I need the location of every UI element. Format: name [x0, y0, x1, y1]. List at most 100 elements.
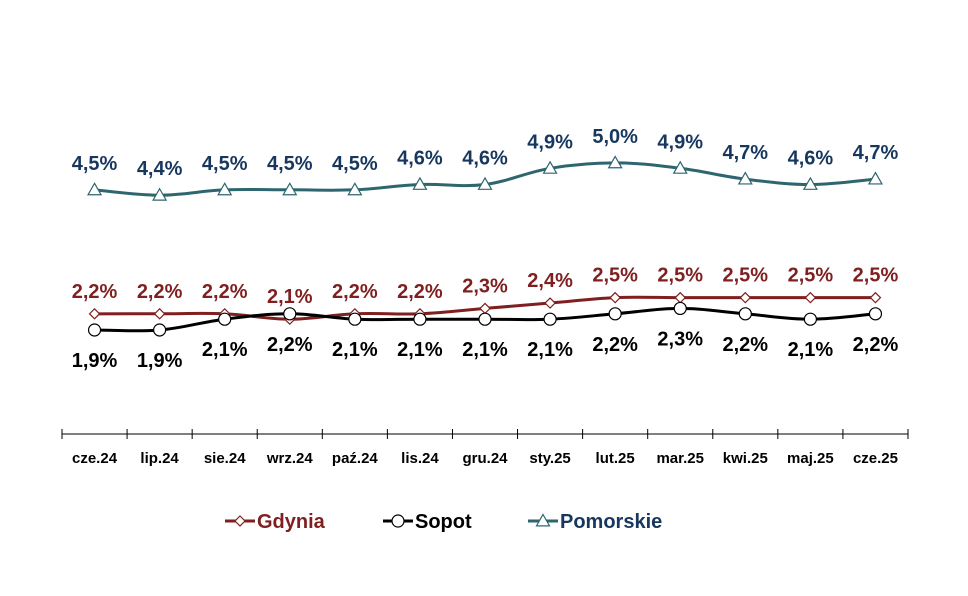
x-tick-label: sty.25	[529, 450, 570, 467]
data-point-gdynia	[869, 291, 882, 304]
x-tick-label: sie.24	[204, 450, 246, 467]
data-point-sopot	[543, 312, 557, 326]
data-point-pomorskie	[802, 176, 818, 190]
data-label-sopot: 1,9%	[137, 350, 183, 372]
x-tick-label: lis.24	[401, 450, 439, 467]
data-label-sopot: 2,2%	[592, 334, 638, 356]
data-label-sopot: 2,1%	[788, 339, 834, 361]
legend-label-sopot: Sopot	[415, 511, 472, 533]
x-tick-label: cze.25	[853, 450, 898, 467]
data-point-gdynia	[479, 302, 491, 315]
data-label-pomorskie: 4,6%	[397, 147, 443, 169]
series-pomorskie	[87, 155, 883, 201]
x-tick-label: wrz.24	[266, 450, 314, 467]
data-point-sopot	[348, 312, 362, 326]
data-label-pomorskie: 4,9%	[527, 131, 573, 153]
data-label-sopot: 2,1%	[397, 339, 443, 361]
data-label-sopot: 2,1%	[527, 339, 573, 361]
series-layer	[87, 155, 883, 337]
data-point-pomorskie	[477, 176, 493, 190]
legend: Gdynia Sopot Pomorskie	[225, 511, 662, 533]
data-point-pomorskie	[737, 171, 753, 185]
data-label-pomorskie: 4,5%	[72, 153, 118, 175]
legend-item-sopot: Sopot	[383, 511, 472, 533]
data-label-pomorskie: 4,5%	[332, 153, 378, 175]
data-label-gdynia: 2,5%	[853, 265, 899, 287]
data-label-gdynia: 2,5%	[592, 265, 638, 287]
data-label-gdynia: 2,2%	[72, 281, 118, 303]
data-label-pomorskie: 4,6%	[462, 147, 508, 169]
data-label-gdynia: 2,1%	[267, 286, 313, 308]
data-point-pomorskie	[152, 187, 168, 201]
x-tick-label: gru.24	[462, 450, 508, 467]
data-label-pomorskie: 4,4%	[137, 158, 183, 180]
data-point-gdynia	[804, 291, 817, 304]
data-label-sopot: 2,2%	[267, 334, 313, 356]
data-point-pomorskie	[217, 182, 233, 196]
data-point-sopot	[283, 307, 297, 321]
data-labels: 2,2% 2,2% 2,2% 2,1% 2,2% 2,2% 2,3% 2,4% 2,5% 2,5%…	[72, 126, 899, 372]
data-label-sopot: 2,1%	[202, 339, 248, 361]
data-point-sopot	[413, 312, 427, 326]
data-point-sopot	[87, 323, 102, 337]
data-label-pomorskie: 4,9%	[657, 131, 703, 153]
data-point-sopot	[608, 307, 622, 321]
data-label-gdynia: 2,2%	[137, 281, 183, 303]
x-tick-label: cze.24	[72, 450, 118, 467]
data-label-pomorskie: 5,0%	[592, 126, 638, 148]
data-point-sopot	[153, 323, 167, 337]
x-axis: cze.24 lip.24 sie.24 wrz.24 paź.24 lis.24 gru.…	[61, 429, 909, 467]
x-tick-label: lut.25	[596, 450, 635, 467]
data-point-gdynia	[544, 297, 556, 309]
x-tick-label: lip.24	[140, 450, 179, 467]
data-label-pomorskie: 4,7%	[723, 142, 769, 164]
data-point-gdynia	[609, 291, 622, 304]
data-point-pomorskie	[672, 160, 688, 174]
data-point-gdynia	[153, 307, 166, 320]
x-tick-label: mar.25	[656, 450, 704, 467]
data-label-gdynia: 2,5%	[723, 265, 769, 287]
data-point-sopot	[478, 312, 492, 326]
x-tick-label: maj.25	[787, 450, 834, 467]
data-point-sopot	[868, 307, 883, 321]
data-label-sopot: 2,1%	[332, 339, 378, 361]
legend-label-gdynia: Gdynia	[257, 511, 326, 533]
data-label-sopot: 2,2%	[853, 334, 899, 356]
legend-marker-gdynia	[234, 515, 246, 527]
data-label-pomorskie: 4,5%	[267, 153, 313, 175]
x-tick-label: paź.24	[332, 450, 379, 467]
data-point-sopot	[673, 301, 687, 316]
data-label-pomorskie: 4,5%	[202, 153, 248, 175]
data-point-pomorskie	[542, 160, 558, 174]
series-sopot	[87, 301, 883, 337]
data-label-gdynia: 2,4%	[527, 270, 573, 292]
data-label-pomorskie: 4,6%	[788, 147, 834, 169]
x-tick-label: kwi.25	[723, 450, 768, 467]
data-label-sopot: 1,9%	[72, 350, 118, 372]
data-label-gdynia: 2,2%	[397, 281, 443, 303]
data-point-pomorskie	[607, 155, 623, 169]
data-point-gdynia	[674, 291, 687, 304]
data-label-sopot: 2,2%	[723, 334, 769, 356]
data-point-sopot	[218, 312, 232, 326]
data-point-pomorskie	[87, 182, 103, 196]
legend-label-pomorskie: Pomorskie	[560, 511, 662, 533]
legend-marker-sopot	[391, 514, 405, 528]
data-point-pomorskie	[282, 182, 298, 196]
legend-item-gdynia: Gdynia	[225, 511, 326, 533]
data-point-pomorskie	[412, 176, 428, 190]
data-label-sopot: 2,1%	[462, 339, 508, 361]
data-point-sopot	[803, 312, 817, 326]
legend-marker-pomorskie	[535, 513, 551, 527]
data-point-gdynia	[739, 291, 752, 304]
data-point-pomorskie	[347, 182, 363, 196]
data-label-gdynia: 2,5%	[788, 265, 834, 287]
data-label-gdynia: 2,5%	[657, 265, 703, 287]
data-point-sopot	[738, 307, 752, 321]
data-label-gdynia: 2,2%	[202, 281, 248, 303]
data-label-gdynia: 2,2%	[332, 281, 378, 303]
data-point-gdynia	[88, 307, 101, 320]
data-label-pomorskie: 4,7%	[853, 142, 899, 164]
